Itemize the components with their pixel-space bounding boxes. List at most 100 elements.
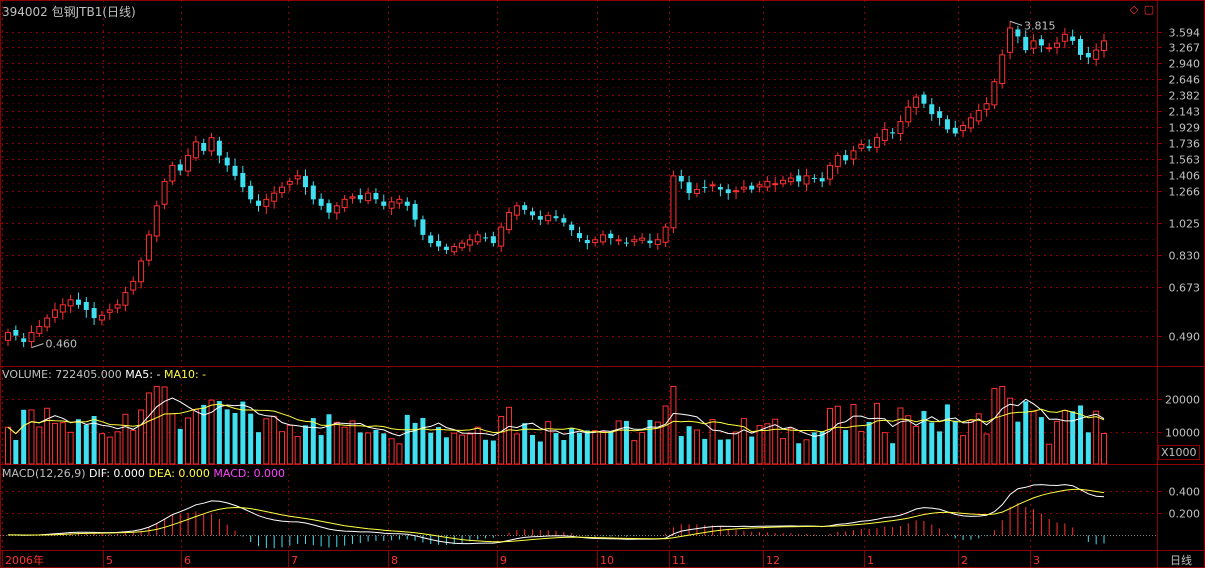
- volume-bar: [1061, 409, 1068, 465]
- candle-body: [177, 164, 183, 171]
- price-tick-label: 0.830: [1169, 250, 1201, 263]
- candle-body: [412, 203, 418, 220]
- candle-body: [1023, 36, 1029, 51]
- volume-bar: [725, 439, 731, 464]
- macd-dea: DEA: 0.000: [148, 467, 210, 480]
- volume-bar: [944, 404, 950, 464]
- candle-body: [192, 141, 199, 159]
- candle-body: [216, 140, 222, 156]
- volume-bar: [428, 432, 434, 464]
- diamond-icon[interactable]: ◇: [1129, 3, 1139, 16]
- candle-body: [138, 260, 145, 283]
- price-tick-label: 2.143: [1169, 106, 1201, 119]
- volume-bar: [333, 421, 340, 465]
- volume-bar: [114, 431, 121, 465]
- volume-bar: [443, 437, 449, 464]
- price-tick-label: 0.490: [1169, 331, 1201, 344]
- price-tick-label: 1.563: [1169, 154, 1201, 167]
- volume-bar: [740, 417, 747, 465]
- month-label: 10: [600, 554, 614, 567]
- volume-bar: [796, 443, 802, 464]
- volume-bar: [608, 431, 614, 464]
- candlestick-series: 3.815 0.460: [5, 19, 1107, 351]
- volume-bar: [615, 420, 622, 465]
- candle-body: [443, 246, 449, 251]
- volume-bar: [913, 425, 920, 465]
- candle-body: [381, 201, 387, 206]
- volume-bar: [310, 418, 316, 464]
- volume-bar: [834, 405, 841, 465]
- volume-bar: [373, 429, 379, 464]
- month-label: 6: [184, 554, 191, 567]
- volume-bar: [866, 421, 872, 464]
- candle-body: [733, 190, 740, 193]
- candle-body: [506, 212, 513, 231]
- candle-body: [929, 104, 935, 115]
- candle-body: [341, 198, 348, 209]
- volume-bar: [1023, 401, 1029, 464]
- volume-bar: [905, 415, 912, 465]
- volume-bar: [733, 431, 740, 465]
- candle-body: [36, 326, 43, 334]
- month-label: 2006年: [5, 553, 44, 567]
- volume-bar: [1007, 397, 1014, 465]
- candle-body: [451, 246, 458, 253]
- volume-bar: [1093, 410, 1100, 465]
- candle-body: [1101, 40, 1107, 51]
- volume-bar: [404, 414, 410, 464]
- candle-body: [834, 155, 841, 167]
- candle-body: [569, 224, 575, 231]
- volume-unit-label: X1000: [1158, 445, 1200, 460]
- restore-window-icon[interactable]: ▢: [1143, 3, 1155, 16]
- volume-bar: [67, 431, 74, 465]
- volume-bar: [1038, 417, 1044, 464]
- volume-bar: [850, 404, 857, 465]
- price-tick-label: 1.025: [1169, 218, 1201, 231]
- candle-body: [256, 200, 262, 206]
- volume-bar: [686, 426, 692, 464]
- volume-bar: [967, 419, 974, 465]
- volume-bar: [764, 423, 771, 465]
- candle-body: [803, 175, 810, 185]
- month-label: 9: [500, 554, 507, 567]
- candle-body: [772, 183, 779, 186]
- volume-bar: [890, 443, 896, 464]
- candle-body: [404, 201, 410, 206]
- candle-body: [749, 185, 755, 190]
- candle-body: [44, 317, 51, 328]
- candle-body: [201, 142, 207, 151]
- volume-bar: [999, 385, 1006, 465]
- volume-bar: [803, 439, 810, 465]
- candle-body: [349, 196, 356, 199]
- candle-body: [373, 193, 379, 200]
- volume-bar: [396, 443, 403, 465]
- candle-body: [240, 172, 246, 188]
- candle-body: [420, 219, 426, 235]
- volume-bar: [584, 430, 590, 464]
- candle-body: [522, 205, 528, 210]
- price-tick-label: 3.267: [1169, 42, 1201, 55]
- macd-dea-line: [8, 488, 1105, 543]
- volume-ma5-line: [7, 397, 1105, 437]
- candle-body: [106, 309, 113, 313]
- candle-body: [913, 96, 920, 108]
- volume-bar: [192, 408, 199, 465]
- candle-body: [999, 54, 1006, 84]
- candle-body: [91, 308, 97, 319]
- high-annotation: 3.815: [1024, 19, 1056, 32]
- candle-body: [490, 236, 496, 244]
- candle-body: [890, 132, 896, 134]
- candle-body: [983, 103, 990, 110]
- volume-bar: [991, 387, 998, 465]
- candle-body: [318, 198, 324, 206]
- volume-bar: [263, 418, 270, 465]
- candle-body: [302, 176, 308, 188]
- volume-bar: [365, 432, 372, 465]
- volume-bar: [819, 431, 825, 464]
- candle-body: [693, 189, 700, 194]
- period-label[interactable]: 日线: [1170, 554, 1192, 567]
- candle-body: [545, 214, 552, 222]
- candle-body: [702, 186, 708, 188]
- candle-body: [991, 81, 998, 106]
